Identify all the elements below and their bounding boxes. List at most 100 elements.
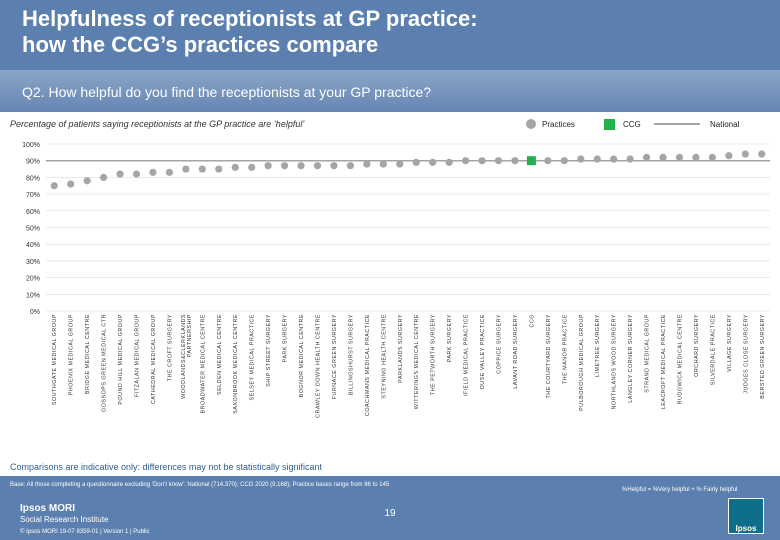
sri-logo-text: Social Research Institute bbox=[20, 515, 109, 524]
x-tick-label: LEACROFT MEDICAL PRACTICE bbox=[661, 314, 667, 409]
comparison-note: Comparisons are indicative only: differe… bbox=[10, 462, 322, 472]
title-line-1: Helpfulness of receptionists at GP pract… bbox=[22, 6, 478, 31]
x-tick-label: PULBOROUGH MEDICAL GROUP bbox=[579, 314, 585, 411]
practice-point bbox=[659, 153, 667, 161]
x-tick-label: THE MANOR PRACTICE bbox=[562, 314, 568, 384]
practice-point bbox=[461, 157, 470, 165]
page-title: Helpfulness of receptionists at GP pract… bbox=[22, 6, 582, 58]
practice-point bbox=[478, 157, 486, 165]
practice-point bbox=[83, 177, 91, 185]
practice-point bbox=[758, 150, 766, 158]
x-tick-label: CCG bbox=[529, 314, 535, 327]
practice-point bbox=[593, 155, 601, 163]
practice-point bbox=[708, 153, 717, 161]
practice-point bbox=[560, 157, 568, 165]
y-tick-label: 10% bbox=[26, 292, 40, 299]
y-tick-label: 20% bbox=[26, 276, 40, 283]
y-tick-label: 100% bbox=[22, 142, 40, 149]
practice-point bbox=[675, 153, 684, 161]
x-tick-label: RUDGWICK MEDICAL CENTRE bbox=[678, 314, 684, 404]
legend-practices: Practices bbox=[526, 116, 575, 132]
x-tick-label: PARK SURGERY bbox=[283, 314, 289, 362]
x-tick-label: GOSSOPS GREEN MEDICAL CTR bbox=[102, 314, 108, 412]
practice-point bbox=[577, 155, 585, 163]
x-tick-label: FITZALAN MEDICAL GROUP bbox=[135, 314, 141, 397]
x-tick-label: WOODLANDS&CLERKLANDSPARTNERSHIP bbox=[181, 314, 193, 399]
practice-point bbox=[99, 173, 108, 181]
y-tick-label: 0% bbox=[30, 309, 40, 316]
x-tick-label: IFIELD MEDICAL PRACTICE bbox=[464, 314, 470, 396]
y-tick-label: 50% bbox=[26, 226, 40, 233]
question-text: Q2. How helpful do you find the receptio… bbox=[22, 84, 432, 100]
legend-practices-label: Practices bbox=[542, 119, 575, 129]
practice-point bbox=[511, 157, 519, 165]
x-tick-label: SAXONBROOK MEDICAL CENTRE bbox=[233, 314, 239, 414]
x-tick-label: SHIP STREET SURGERY bbox=[266, 314, 272, 387]
practice-point bbox=[626, 155, 634, 163]
x-tick-label: WITTERINGS MEDICAL CENTRE bbox=[414, 314, 420, 409]
x-tick-label: SELDEN MEDICAL CENTRE bbox=[217, 314, 223, 395]
x-tick-label: THE COURTYARD SURGERY bbox=[546, 314, 552, 398]
x-tick-label: PARK SURGERY bbox=[447, 314, 453, 362]
practice-point bbox=[725, 152, 733, 160]
practice-point bbox=[165, 168, 174, 176]
practice-point bbox=[445, 158, 453, 166]
x-tick-label: CRAWLEY DOWN HEALTH CENTRE bbox=[316, 314, 322, 418]
practice-point bbox=[642, 153, 651, 161]
y-tick-label: 40% bbox=[26, 242, 40, 249]
practice-point bbox=[330, 162, 338, 170]
practice-point bbox=[346, 162, 355, 170]
definition-note: %Helpful = %Very helpful + % Fairly help… bbox=[622, 487, 738, 493]
practice-point bbox=[149, 168, 157, 176]
x-tick-label: COACHMANS MEDICAL PRACTICE bbox=[365, 314, 371, 416]
copyright-text: © Ipsos MORI 19-07 8359-01 | Version 1 |… bbox=[20, 529, 150, 535]
practice-point bbox=[264, 162, 272, 170]
practice-point bbox=[396, 160, 404, 168]
practice-point bbox=[494, 157, 503, 165]
x-tick-label-line: PARTNERSHIP bbox=[187, 314, 193, 357]
practice-point bbox=[429, 158, 437, 166]
x-tick-label: STRAND MEDICAL GROUP bbox=[645, 314, 651, 393]
practice-point bbox=[116, 170, 124, 178]
x-tick-label: THE CROFT SURGERY bbox=[167, 314, 173, 381]
legend-ccg: CCG bbox=[604, 116, 641, 132]
practice-point bbox=[610, 155, 618, 163]
practice-point bbox=[363, 160, 371, 168]
practice-point bbox=[198, 165, 206, 173]
legend-national: National bbox=[654, 116, 739, 132]
practice-point bbox=[248, 163, 256, 171]
ccg-marker bbox=[526, 156, 536, 166]
x-tick-label: LAVANT ROAD SURGERY bbox=[513, 314, 519, 389]
x-tick-label-line: WOODLANDS&CLERKLANDS bbox=[181, 314, 187, 399]
ipsos-mori-logo: Ipsos MORI bbox=[20, 503, 76, 514]
x-tick-label: BROADWATER MEDICAL CENTRE bbox=[200, 314, 206, 413]
national-line-icon bbox=[654, 123, 700, 125]
x-tick-label: BILLINGSHURST SURGERY bbox=[348, 314, 354, 395]
x-tick-label: FURNACE GREEN SURGERY bbox=[332, 314, 338, 399]
practice-point bbox=[231, 163, 239, 171]
practice-point bbox=[313, 162, 322, 170]
scatter-chart: 0% 10% 20% 30% 40% 50% 60% 70% 80% 90% 100% SOUTHGA… bbox=[22, 142, 770, 418]
y-tick-label: 90% bbox=[26, 159, 40, 166]
practice-point bbox=[67, 180, 75, 188]
practice-point bbox=[412, 158, 420, 166]
x-tick-label: LIMETREE SURGERY bbox=[595, 314, 601, 377]
y-tick-label: 70% bbox=[26, 192, 40, 199]
x-tick-label: PARKLANDS SURGERY bbox=[398, 314, 404, 383]
x-tick-label: SOUTHGATE MEDICAL GROUP bbox=[52, 314, 58, 405]
y-tick-label: 30% bbox=[26, 259, 40, 266]
practice-point bbox=[215, 165, 223, 173]
ccg-square-icon bbox=[604, 118, 615, 130]
base-note: Base: All those completing a questionnai… bbox=[10, 482, 390, 488]
page-number: 19 bbox=[384, 508, 396, 519]
footer-band bbox=[0, 476, 780, 540]
x-tick-label: BERSTED GREEN SURGERY bbox=[760, 314, 766, 399]
x-tick-label: PHOENIX MEDICAL GROUP bbox=[69, 314, 75, 395]
x-tick-label: CATHEDRAL MEDICAL GROUP bbox=[151, 314, 157, 404]
practice-point bbox=[379, 160, 387, 168]
x-tick-label: STEYNING HEALTH CENTRE bbox=[381, 314, 387, 399]
x-tick-label: VILLAGE SURGERY bbox=[727, 314, 733, 372]
x-tick-label: BRIDGE MEDICAL CENTRE bbox=[85, 314, 91, 394]
ipsos-logo-icon: Ipsos bbox=[728, 498, 764, 534]
x-tick-label: COPPICE SURGERY bbox=[497, 314, 503, 374]
